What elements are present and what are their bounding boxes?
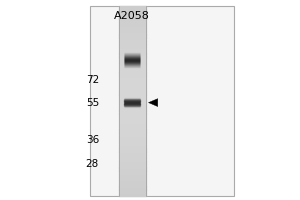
Bar [118,167,146,171]
Bar [118,174,146,177]
Bar [118,186,146,190]
Bar [124,100,140,101]
Bar [118,170,146,174]
Bar [118,79,146,82]
Bar [118,164,146,168]
Bar [118,50,146,53]
Bar [118,72,146,76]
Bar [118,37,146,41]
Bar [118,158,146,161]
Bar [118,126,146,130]
Bar [118,41,146,44]
Bar [118,12,146,16]
FancyBboxPatch shape [90,6,234,196]
Bar [118,18,146,22]
Bar [118,161,146,164]
Bar [118,66,146,69]
Bar [118,180,146,183]
Bar [118,136,146,139]
Bar [118,63,146,66]
Bar [124,104,140,105]
Text: 72: 72 [86,75,99,85]
Bar [118,9,146,12]
Bar [118,129,146,133]
Bar [118,6,146,9]
Bar [118,107,146,110]
Bar [118,91,146,95]
Bar [118,139,146,142]
Text: 55: 55 [86,98,99,108]
Bar [118,101,146,104]
Bar [118,69,146,73]
Bar [118,22,146,25]
Polygon shape [148,99,158,107]
Bar [118,117,146,120]
Bar [118,104,146,107]
Bar [118,25,146,28]
Bar [124,105,140,106]
Bar [118,189,146,193]
Bar [118,183,146,186]
Bar [118,123,146,126]
Bar [118,85,146,88]
Bar [118,53,146,57]
Bar [118,193,146,196]
Bar [118,34,146,38]
Bar [124,103,140,104]
Bar [118,113,146,117]
Bar [118,177,146,180]
Bar [118,88,146,92]
Bar [118,82,146,85]
Bar [118,110,146,114]
Bar [118,98,146,101]
Bar [118,151,146,155]
Bar [124,99,140,100]
Bar [118,148,146,152]
Bar [118,142,146,145]
Bar [118,155,146,158]
Bar [124,101,140,102]
Bar [118,60,146,63]
Text: A2058: A2058 [114,11,150,21]
Bar [118,28,146,31]
Text: 28: 28 [86,159,99,169]
Bar [118,75,146,79]
Bar [118,56,146,60]
Bar [118,145,146,148]
Text: 36: 36 [86,135,99,145]
Bar [118,94,146,98]
Bar [118,47,146,50]
Bar [118,31,146,35]
Bar [118,15,146,19]
Bar [118,132,146,136]
Bar [118,120,146,123]
Bar [118,44,146,47]
